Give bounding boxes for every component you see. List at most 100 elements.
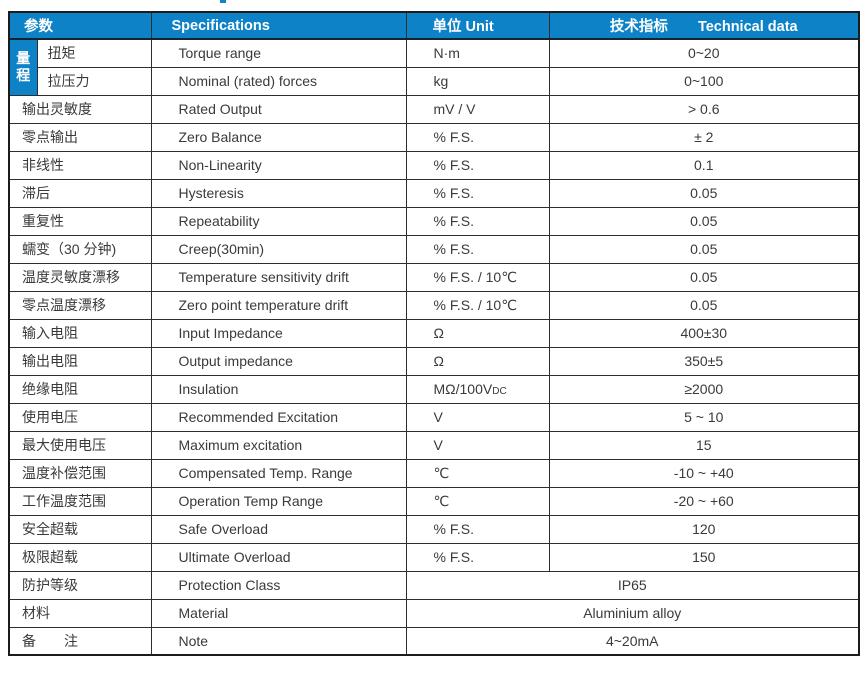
spec-cell: Torque range xyxy=(150,38,407,68)
unit-text: Ω xyxy=(433,325,444,341)
value-cell: 0~100 xyxy=(548,66,860,96)
unit-cell: kg xyxy=(405,66,550,96)
unit-cell: V xyxy=(405,430,550,460)
unit-cell: % F.S. xyxy=(405,178,550,208)
value-cell: IP65 xyxy=(405,570,860,600)
unit-cell: ℃ xyxy=(405,458,550,488)
param-cell: 最大使用电压 xyxy=(8,430,152,460)
unit-cell: ℃ xyxy=(405,486,550,516)
table-row: 防护等级 Protection Class IP65 xyxy=(8,570,860,600)
unit-text: % F.S. xyxy=(433,213,474,229)
unit-text: ℃ xyxy=(433,464,450,481)
param-cell: 工作温度范围 xyxy=(8,486,152,516)
value-cell: 4~20mA xyxy=(405,626,860,656)
param-cell: 输出灵敏度 xyxy=(8,94,152,124)
cropped-text-artifact xyxy=(220,0,226,3)
spec-cell: Protection Class xyxy=(150,570,407,600)
spec-table-body: 量程 扭矩 Torque range N·m 0~20 拉压力 Nominal (rated… xyxy=(8,38,860,656)
spec-cell: Nominal (rated) forces xyxy=(150,66,407,96)
param-cell: 输入电阻 xyxy=(8,318,152,348)
value-cell: 350±5 xyxy=(548,346,860,376)
value-cell: 0.05 xyxy=(548,290,860,320)
param-cell: 零点输出 xyxy=(8,122,152,152)
spec-cell: Safe Overload xyxy=(150,514,407,544)
spec-cell: Material xyxy=(150,598,407,628)
value-cell: 400±30 xyxy=(548,318,860,348)
col-header-specifications: Specifications xyxy=(150,11,407,40)
table-row: 输出电阻 Output impedance Ω 350±5 xyxy=(8,346,860,376)
unit-cell: % F.S. xyxy=(405,206,550,236)
table-row: 重复性 Repeatability % F.S. 0.05 xyxy=(8,206,860,236)
unit-cell: % F.S. / 10℃ xyxy=(405,262,550,292)
table-row: 输入电阻 Input Impedance Ω 400±30 xyxy=(8,318,860,348)
unit-text: N·m xyxy=(433,45,460,62)
value-cell: 150 xyxy=(548,542,860,572)
value-cell: 0~20 xyxy=(548,38,860,68)
table-row: 工作温度范围 Operation Temp Range ℃ -20 ~ +60 xyxy=(8,486,860,516)
unit-cell: Ω xyxy=(405,346,550,376)
value-cell: 0.05 xyxy=(548,206,860,236)
table-row: 零点温度漂移 Zero point temperature drift % F.S.… xyxy=(8,290,860,320)
unit-text: V xyxy=(433,437,443,453)
spec-cell: Rated Output xyxy=(150,94,407,124)
param-cell: 温度灵敏度漂移 xyxy=(8,262,152,292)
unit-text: % F.S. / 10℃ xyxy=(433,296,517,313)
param-cell: 防护等级 xyxy=(8,570,152,600)
table-row: 蠕变（30 分钟) Creep(30min) % F.S. 0.05 xyxy=(8,234,860,264)
spec-cell: Non-Linearity xyxy=(150,150,407,180)
unit-text: MΩ/100V xyxy=(433,381,493,397)
spec-cell: Operation Temp Range xyxy=(150,486,407,516)
unit-text: mV / V xyxy=(433,101,476,117)
spec-cell: Input Impedance xyxy=(150,318,407,348)
unit-subscript: DC xyxy=(492,386,507,397)
table-row: 材料 Material Aluminium alloy xyxy=(8,598,860,628)
param-cell: 备 注 xyxy=(8,626,152,656)
unit-cell: % F.S. xyxy=(405,234,550,264)
spec-cell: Note xyxy=(150,626,407,656)
table-row: 拉压力 Nominal (rated) forces kg 0~100 xyxy=(9,66,860,96)
param-cell: 滞后 xyxy=(8,178,152,208)
spec-table: 参数 Specifications 单位 Unit 技术指标 Technical… xyxy=(8,11,860,656)
table-row: 温度补偿范围 Compensated Temp. Range ℃ -10 ~ +40 xyxy=(8,458,860,488)
table-row: 非线性 Non-Linearity % F.S. 0.1 xyxy=(8,150,860,180)
unit-text: % F.S. xyxy=(433,185,474,201)
unit-text: % F.S. xyxy=(433,521,474,537)
unit-text: % F.S. xyxy=(433,157,474,173)
unit-cell: % F.S. / 10℃ xyxy=(405,290,550,320)
unit-cell: % F.S. xyxy=(405,514,550,544)
value-cell: ≥2000 xyxy=(548,374,860,404)
param-cell: 输出电阻 xyxy=(8,346,152,376)
unit-text: % F.S. xyxy=(433,549,474,565)
unit-cell: % F.S. xyxy=(405,542,550,572)
table-row: 使用电压 Recommended Excitation V 5 ~ 10 xyxy=(8,402,860,432)
col-header-technical-data: 技术指标 Technical data xyxy=(548,11,860,40)
param-cell: 非线性 xyxy=(8,150,152,180)
value-cell: 15 xyxy=(548,430,860,460)
unit-text: % F.S. xyxy=(433,241,474,257)
col-header-technical-data-en: Technical data xyxy=(697,19,798,35)
col-header-unit: 单位 Unit xyxy=(405,11,550,40)
value-cell: 0.05 xyxy=(548,234,860,264)
value-cell: Aluminium alloy xyxy=(405,598,860,628)
param-cell: 材料 xyxy=(8,598,152,628)
range-group-cell: 量程 xyxy=(8,38,38,96)
table-row: 量程 扭矩 Torque range N·m 0~20 xyxy=(8,38,860,96)
spec-cell: Hysteresis xyxy=(150,178,407,208)
spec-cell: Creep(30min) xyxy=(150,234,407,264)
param-cell: 绝缘电阻 xyxy=(8,374,152,404)
col-header-technical-data-cn: 技术指标 xyxy=(609,19,668,35)
spec-cell: Zero Balance xyxy=(150,122,407,152)
value-cell: 0.05 xyxy=(548,262,860,292)
param-cell: 温度补偿范围 xyxy=(8,458,152,488)
param-cell: 使用电压 xyxy=(8,402,152,432)
table-row: 滞后 Hysteresis % F.S. 0.05 xyxy=(8,178,860,208)
spec-cell: Output impedance xyxy=(150,346,407,376)
spec-cell: Recommended Excitation xyxy=(150,402,407,432)
spec-cell: Ultimate Overload xyxy=(150,542,407,572)
value-cell: -20 ~ +60 xyxy=(548,486,860,516)
unit-cell: Ω xyxy=(405,318,550,348)
spec-cell: Temperature sensitivity drift xyxy=(150,262,407,292)
table-row: 安全超载 Safe Overload % F.S. 120 xyxy=(8,514,860,544)
param-cell: 极限超载 xyxy=(8,542,152,572)
table-row: 输出灵敏度 Rated Output mV / V > 0.6 xyxy=(8,94,860,124)
